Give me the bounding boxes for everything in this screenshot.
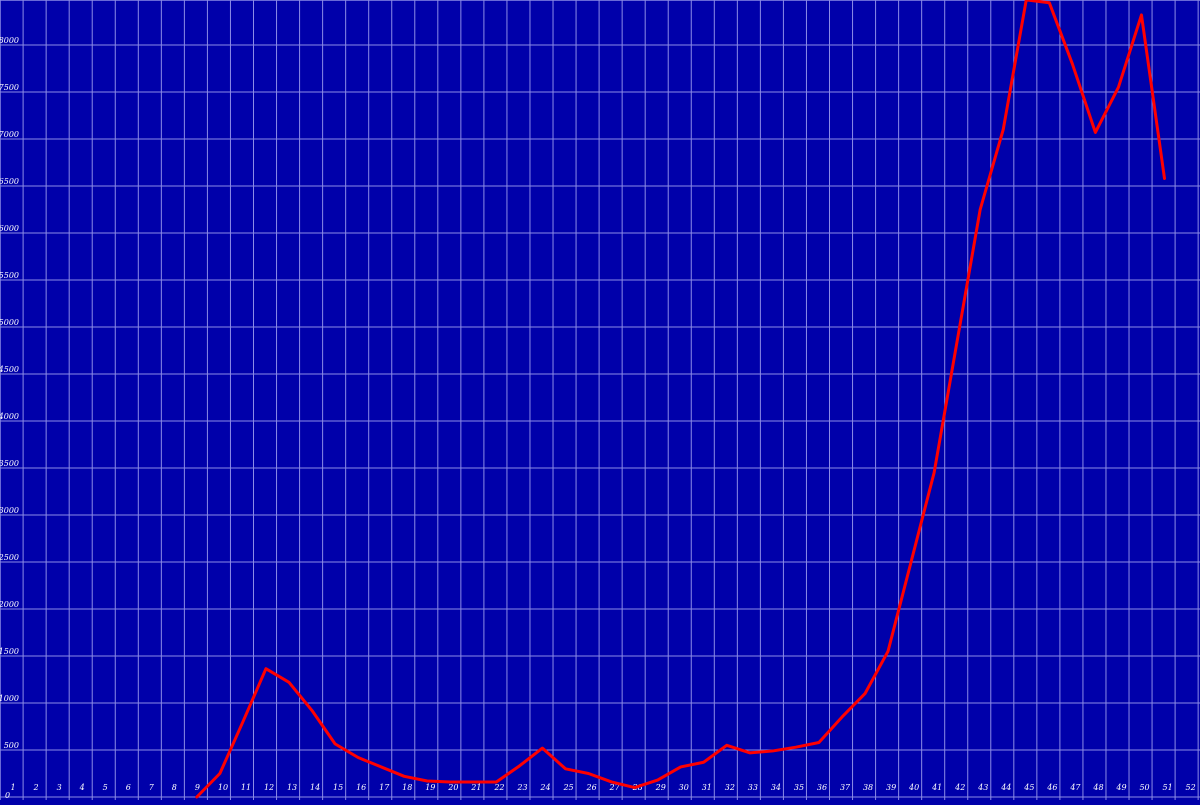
y-tick-label: 5500 [0,271,19,280]
x-tick-label: 20 [447,783,458,792]
x-tick-label: 46 [1046,783,1057,792]
series-group [195,0,1166,799]
x-tick-label: 41 [931,783,942,792]
x-tick-label: 25 [562,783,573,792]
x-tick-label: 27 [609,783,621,792]
x-tick-label: 47 [1069,783,1081,792]
x-tick-label: 52 [1186,783,1196,792]
x-tick-label: 43 [977,783,988,792]
y-tick-label: 4000 [0,412,19,421]
x-tick-label: 40 [908,783,919,792]
x-tick-label: 18 [402,783,412,792]
y-tick-label: 3000 [0,506,19,515]
y-tick-label: 1500 [0,647,19,656]
x-tick-label: 44 [1000,783,1011,792]
y-tick-label: 500 [4,741,19,750]
y-tick-label: 2500 [0,553,19,562]
y-tick-label: 3500 [0,459,19,468]
x-tick-label: 17 [379,783,390,792]
x-tick-label: 6 [126,783,131,792]
series-line [195,0,1166,799]
y-tick-label: 1000 [0,694,19,703]
x-tick-label: 22 [493,783,504,792]
x-tick-label: 39 [886,783,896,792]
x-tick-label: 12 [264,783,274,792]
x-tick-label: 26 [586,783,597,792]
x-tick-label: 42 [954,783,965,792]
x-tick-label: 2 [33,783,39,792]
x-tick-label: 13 [287,783,297,792]
x-tick-label: 11 [241,783,251,792]
x-tick-label: 51 [1163,783,1173,792]
x-tick-label: 36 [817,783,827,792]
x-tick-label: 14 [310,783,320,792]
x-tick-label: 31 [702,783,712,792]
y-tick-label: 6000 [0,224,19,233]
y-tick-label: 8000 [0,36,19,45]
x-tick-label: 3 [57,783,62,792]
y-tick-label: 5000 [0,318,19,327]
y-tick-label: 2000 [0,600,19,609]
x-tick-label: 35 [794,783,804,792]
x-tick-label: 23 [516,783,527,792]
x-tick-label: 32 [725,783,735,792]
x-tick-label: 24 [539,783,550,792]
x-tick-label: 9 [195,783,200,792]
x-tick-label: 1 [11,783,16,792]
x-tick-label: 8 [172,783,177,792]
x-tick-label: 33 [748,783,758,792]
y-axis-tick-labels: 0 500 1000 1500 2000 2500 3000 3500 4000 4500 5000… [0,36,19,800]
x-tick-label: 49 [1115,783,1126,792]
x-tick-label: 34 [771,783,781,792]
y-tick-label: 7500 [0,83,19,92]
x-tick-label: 21 [470,783,481,792]
y-tick-label: 0 [5,791,10,800]
x-tick-label: 5 [103,783,108,792]
x-tick-label: 19 [425,783,435,792]
x-tick-label: 50 [1139,783,1149,792]
x-tick-label: 48 [1092,783,1103,792]
x-tick-label: 38 [863,783,873,792]
x-tick-label: 29 [655,783,666,792]
x-tick-label: 7 [149,783,155,792]
y-tick-label: 4500 [0,365,19,374]
x-tick-label: 15 [333,783,343,792]
x-tick-label: 4 [79,783,85,792]
x-tick-label: 37 [840,783,851,792]
y-tick-label: 6500 [0,177,19,186]
y-tick-label: 7000 [0,130,19,139]
x-tick-label: 10 [218,783,228,792]
x-tick-label: 45 [1023,783,1034,792]
x-tick-label: 30 [679,783,689,792]
x-tick-label: 16 [356,783,366,792]
